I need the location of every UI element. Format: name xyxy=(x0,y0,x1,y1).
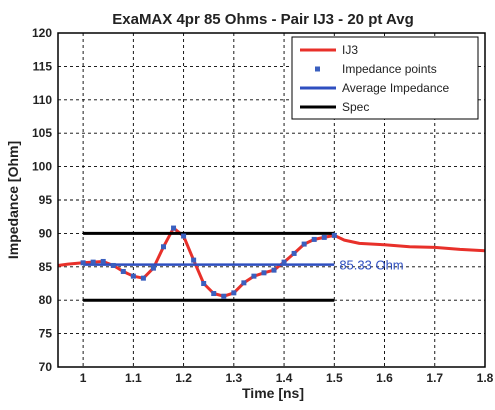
legend-entry: Spec xyxy=(342,100,369,114)
impedance-point xyxy=(201,281,207,286)
impedance-point xyxy=(191,257,197,263)
impedance-point xyxy=(321,234,327,240)
legend-box xyxy=(291,36,479,120)
impedance-point xyxy=(231,290,237,296)
impedance-point xyxy=(110,262,116,268)
x-tick-label: 1.4 xyxy=(276,371,293,385)
impedance-point xyxy=(140,275,146,281)
x-tick-label: 1.2 xyxy=(175,371,192,385)
plot-frame xyxy=(57,32,486,368)
impedance-point xyxy=(301,241,307,247)
impedance-point xyxy=(221,293,227,299)
y-tick-label: 70 xyxy=(39,360,53,374)
impedance-point xyxy=(160,244,166,250)
impedance-point xyxy=(80,260,86,266)
y-tick-label: 80 xyxy=(39,293,53,307)
x-axis-label: Time [ns] xyxy=(242,385,304,401)
x-tick-label: 1.1 xyxy=(125,371,142,385)
impedance-point xyxy=(311,236,317,242)
legend-swatch xyxy=(315,66,320,72)
impedance-point xyxy=(291,250,297,256)
y-axis-ticks: 70 75 80 85 90 95 100 105 110 115 120 xyxy=(32,26,52,374)
y-tick-label: 95 xyxy=(39,193,53,207)
impedance-point xyxy=(150,265,156,271)
impedance-point xyxy=(120,268,126,274)
y-tick-label: 90 xyxy=(39,226,53,240)
y-tick-label: 105 xyxy=(32,126,52,140)
legend-entry: Impedance points xyxy=(342,62,437,76)
y-axis-label: Impedance [Ohm] xyxy=(5,141,21,259)
impedance-point xyxy=(100,258,106,264)
chart-title: ExaMAX 4pr 85 Ohms - Pair IJ3 - 20 pt Av… xyxy=(112,11,414,28)
impedance-point xyxy=(211,291,217,297)
x-tick-label: 1.7 xyxy=(426,371,443,385)
legend: IJ3 Impedance points Average Impedance Spec xyxy=(291,36,479,120)
impedance-point xyxy=(171,225,177,231)
plot-area xyxy=(57,225,486,302)
impedance-point xyxy=(271,267,277,273)
average-impedance-annotation: 85.33 Ohm xyxy=(339,258,403,273)
impedance-point xyxy=(281,259,287,265)
x-tick-label: 1 xyxy=(80,371,87,385)
x-tick-label: 1.5 xyxy=(326,371,343,385)
x-tick-label: 1.8 xyxy=(477,371,494,385)
legend-entry: IJ3 xyxy=(342,43,358,57)
y-tick-label: 100 xyxy=(32,160,52,174)
legend-entry: Average Impedance xyxy=(342,81,450,95)
y-tick-label: 110 xyxy=(33,93,53,107)
impedance-point xyxy=(261,270,267,276)
impedance-point xyxy=(130,273,136,279)
impedance-point xyxy=(90,259,96,265)
series-ij3-line xyxy=(57,226,486,298)
y-tick-label: 120 xyxy=(32,26,52,40)
y-tick-label: 115 xyxy=(33,59,53,73)
impedance-point xyxy=(251,273,257,279)
x-tick-label: 1.3 xyxy=(225,371,242,385)
impedance-point xyxy=(241,280,247,286)
x-tick-label: 1.6 xyxy=(376,371,393,385)
y-tick-label: 85 xyxy=(39,260,53,274)
impedance-point xyxy=(331,232,337,238)
impedance-point xyxy=(181,233,187,239)
x-axis-ticks: 1 1.1 1.2 1.3 1.4 1.5 1.6 1.7 1.8 xyxy=(80,371,494,385)
y-tick-label: 75 xyxy=(39,327,53,341)
